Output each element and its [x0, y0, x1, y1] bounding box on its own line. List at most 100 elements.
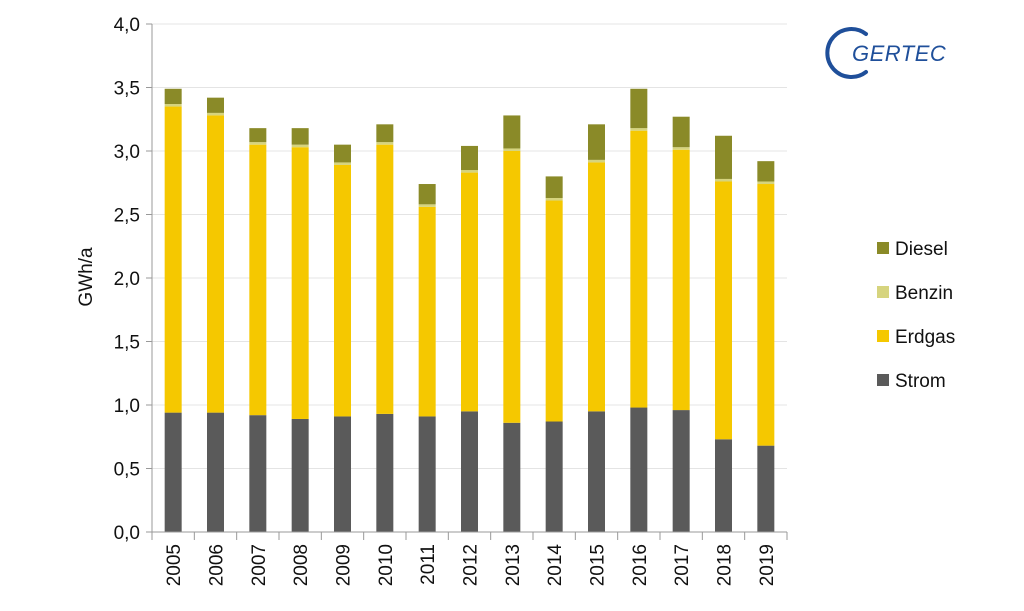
- x-tick-labels: 2005 2006 2007 2008 2009 2010 2011 2012 2013 2014…: [164, 544, 778, 587]
- x-tick-label: 2005: [164, 544, 185, 586]
- y-tick-label: 1,0: [114, 396, 140, 417]
- legend-label-benzin: Benzin: [895, 283, 953, 304]
- bar-segment-erdgas-2016: [630, 130, 648, 408]
- bar-segment-diesel-2019: [757, 161, 775, 182]
- bar-segment-strom-2016: [630, 407, 648, 532]
- y-tick-label: 1,5: [114, 333, 140, 354]
- bar-segment-strom-2005: [164, 412, 182, 532]
- bar-segment-benzin-2005: [164, 104, 182, 107]
- y-tick-label: 3,5: [114, 79, 140, 100]
- legend-swatch-erdgas: [877, 330, 889, 342]
- gertec-logo: GERTEC: [825, 27, 946, 79]
- bar-segment-diesel-2005: [164, 88, 182, 105]
- bar-segment-diesel-2010: [376, 124, 394, 143]
- y-tick-label: 4,0: [114, 15, 140, 36]
- x-tick-label: 2010: [376, 544, 397, 586]
- legend-label-erdgas: Erdgas: [895, 327, 955, 348]
- legend-swatch-diesel: [877, 242, 889, 254]
- x-tick-label: 2018: [715, 544, 736, 586]
- bar-segment-benzin-2017: [672, 147, 690, 150]
- bar-segment-benzin-2009: [334, 162, 351, 165]
- bars: [164, 88, 775, 532]
- bar-segment-erdgas-2012: [461, 172, 478, 412]
- bar-segment-diesel-2008: [291, 128, 309, 145]
- x-tick-label: 2017: [672, 544, 693, 586]
- bar-segment-erdgas-2009: [334, 164, 351, 417]
- bar-segment-benzin-2014: [545, 197, 563, 201]
- bar-segment-benzin-2006: [207, 112, 224, 116]
- legend-swatch-benzin: [877, 286, 889, 298]
- bar-segment-strom-2017: [672, 410, 690, 532]
- legend-label-strom: Strom: [895, 371, 946, 392]
- bar-segment-erdgas-2011: [418, 206, 436, 417]
- x-tick-label: 2015: [588, 544, 609, 586]
- bar-segment-strom-2008: [291, 418, 309, 532]
- bar-segment-diesel-2009: [334, 144, 351, 163]
- x-tick-label: 2009: [334, 544, 355, 586]
- x-tick-label: 2019: [757, 544, 778, 586]
- x-tick-label: 2013: [503, 544, 524, 586]
- bar-segment-erdgas-2007: [249, 144, 267, 416]
- x-tick-label: 2011: [418, 544, 439, 585]
- bar-segment-diesel-2018: [715, 135, 732, 179]
- bar-segment-strom-2018: [715, 439, 732, 532]
- axes: [146, 23, 788, 540]
- bar-segment-benzin-2010: [376, 142, 394, 145]
- logo-arc-icon: [825, 27, 868, 79]
- bar-segment-diesel-2007: [249, 128, 267, 143]
- bar-segment-erdgas-2006: [207, 115, 224, 413]
- bar-segment-diesel-2013: [503, 115, 521, 149]
- bar-segment-diesel-2015: [588, 124, 605, 160]
- bar-segment-diesel-2014: [545, 176, 563, 198]
- bar-segment-erdgas-2008: [291, 147, 309, 419]
- x-tick-label: 2006: [207, 544, 228, 586]
- bar-segment-benzin-2008: [291, 144, 309, 148]
- bar-segment-benzin-2019: [757, 181, 775, 185]
- bar-segment-strom-2009: [334, 416, 351, 532]
- bar-segment-erdgas-2005: [164, 106, 182, 413]
- bar-segment-erdgas-2018: [715, 181, 732, 440]
- bar-segment-strom-2010: [376, 413, 394, 532]
- bar-segment-strom-2011: [418, 416, 436, 532]
- y-axis-title: GWh/a: [76, 247, 97, 307]
- y-tick-label: 0,0: [114, 523, 140, 544]
- bar-segment-erdgas-2014: [545, 200, 563, 422]
- bar-segment-strom-2019: [757, 445, 775, 532]
- logo-text: GERTEC: [852, 41, 946, 66]
- bar-segment-strom-2015: [588, 411, 605, 532]
- x-tick-label: 2012: [461, 544, 482, 586]
- bar-segment-diesel-2016: [630, 88, 648, 129]
- bar-segment-benzin-2015: [588, 159, 605, 163]
- bar-segment-erdgas-2019: [757, 184, 775, 446]
- x-tick-label: 2014: [545, 544, 566, 587]
- bar-segment-diesel-2006: [207, 97, 224, 113]
- bar-segment-strom-2014: [545, 421, 563, 532]
- bar-segment-erdgas-2013: [503, 151, 521, 423]
- x-tick-label: 2007: [249, 544, 270, 586]
- bar-segment-erdgas-2017: [672, 149, 690, 411]
- bar-segment-benzin-2007: [249, 142, 267, 145]
- legend-label-diesel: Diesel: [895, 239, 948, 260]
- y-tick-label: 2,0: [114, 269, 140, 290]
- bar-segment-erdgas-2010: [376, 144, 394, 414]
- bar-segment-strom-2012: [461, 411, 478, 532]
- bar-segment-erdgas-2015: [588, 162, 605, 412]
- x-tick-label: 2016: [630, 544, 651, 586]
- y-tick-label: 2,5: [114, 206, 140, 227]
- bar-segment-benzin-2018: [715, 178, 732, 182]
- y-tick-labels: 0,0 0,5 1,0 1,5 2,0 2,5 3,0 3,5 4,0: [114, 15, 140, 544]
- bar-segment-diesel-2011: [418, 184, 436, 205]
- bar-segment-strom-2006: [207, 412, 224, 532]
- bar-segment-benzin-2012: [461, 170, 478, 173]
- bar-segment-benzin-2011: [418, 204, 436, 207]
- bar-segment-benzin-2016: [630, 128, 648, 131]
- legend: Diesel Benzin Erdgas Strom: [877, 239, 955, 392]
- y-tick-label: 0,5: [114, 460, 140, 481]
- y-tick-label: 3,0: [114, 142, 140, 163]
- bar-segment-benzin-2013: [503, 148, 521, 151]
- x-tick-label: 2008: [291, 544, 312, 586]
- bar-segment-strom-2013: [503, 422, 521, 532]
- bar-segment-diesel-2012: [461, 145, 478, 171]
- bar-segment-diesel-2017: [672, 116, 690, 148]
